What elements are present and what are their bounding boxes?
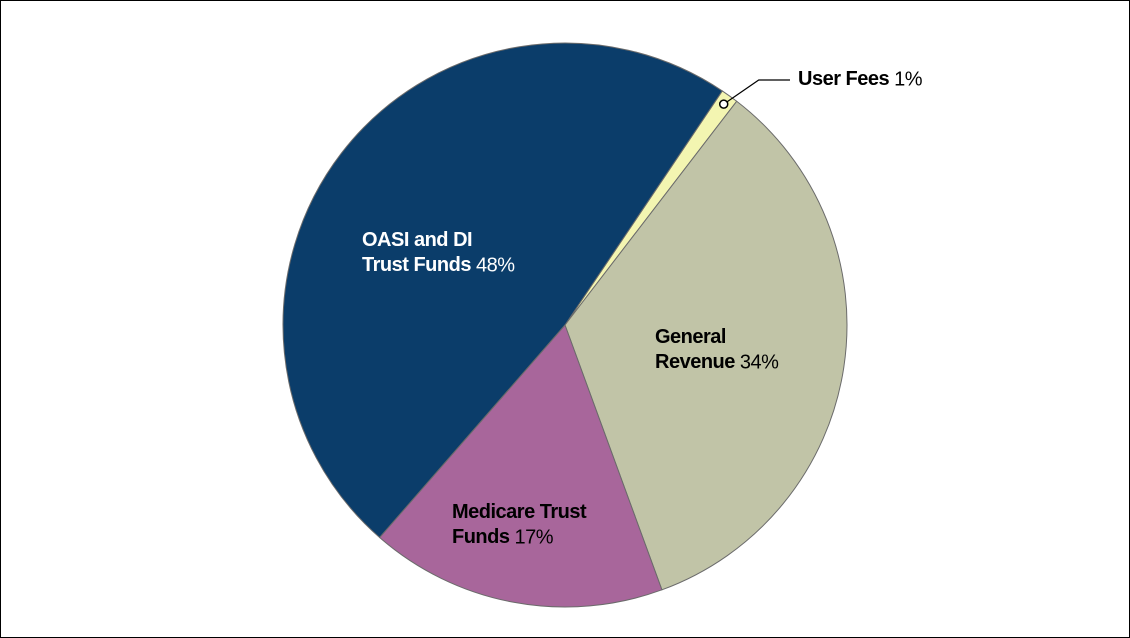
value-label: 17%: [515, 526, 554, 548]
pie-slice: [378, 324, 663, 608]
label-line: Medicare Trust: [452, 501, 591, 523]
label-line: Trust Funds: [362, 254, 471, 276]
value-label: 34%: [740, 351, 779, 373]
slice-label: OASI and DI Trust Funds: [362, 229, 477, 276]
slice-label: Medicare Trust Funds: [452, 501, 591, 548]
leader-line: [723, 79, 790, 105]
pie-slice: [564, 100, 848, 591]
label-line: Funds: [452, 526, 510, 548]
value-label: 1%: [894, 68, 923, 90]
label-line: Revenue: [655, 351, 735, 373]
value-label: 48%: [476, 254, 515, 276]
slice-label: User Fees: [798, 68, 889, 90]
slice-label: General Revenue: [655, 326, 735, 373]
label-line: OASI and DI: [362, 229, 477, 251]
label-line: User Fees: [798, 68, 889, 90]
pie-slice: [282, 42, 723, 539]
leader-dot: [718, 99, 729, 109]
label-line: General: [655, 326, 731, 348]
